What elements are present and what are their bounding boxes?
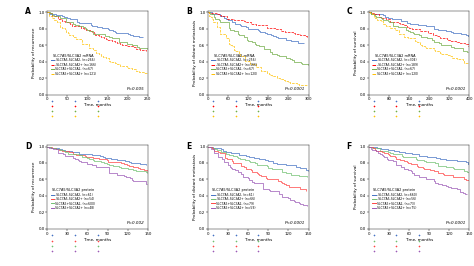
X-axis label: Time, months: Time, months bbox=[83, 238, 112, 242]
Legend: -SLC7A5-SLC3A2- (n=304), -SLC7A5-SLC3A2+ (n=189), SLC7A5+SLC3A2- (n=67), SLC7A5+: -SLC7A5-SLC3A2- (n=304), -SLC7A5-SLC3A2+… bbox=[372, 54, 418, 76]
Legend: -SLC7A5-SLC3A2- (n=660), -SLC7A5-SLC3A2+ (n=56), SLC7A5+SLC3A2- (n=73), SLC7A5+S: -SLC7A5-SLC3A2- (n=660), -SLC7A5-SLC3A2+… bbox=[372, 188, 417, 210]
X-axis label: Time, months: Time, months bbox=[405, 103, 433, 107]
Text: E: E bbox=[186, 142, 191, 151]
Text: F: F bbox=[346, 142, 352, 151]
Text: P=0.002: P=0.002 bbox=[127, 221, 145, 225]
X-axis label: Time, months: Time, months bbox=[244, 103, 273, 107]
Text: D: D bbox=[25, 142, 32, 151]
Y-axis label: Probability of survival: Probability of survival bbox=[354, 30, 358, 75]
Y-axis label: Probability of distant metastasis: Probability of distant metastasis bbox=[193, 19, 197, 86]
Y-axis label: Probability of distant metastasis: Probability of distant metastasis bbox=[193, 154, 197, 220]
Text: B: B bbox=[186, 7, 192, 16]
Y-axis label: Probability of survival: Probability of survival bbox=[354, 165, 358, 209]
Text: P<0.0001: P<0.0001 bbox=[446, 221, 466, 225]
Legend: -SLC7A5-SLC3A2- (n=266), -SLC7A5-SLC3A2+ (n=166), SLC7A5+SLC3A2- (n=67), SLC7A5+: -SLC7A5-SLC3A2- (n=266), -SLC7A5-SLC3A2+… bbox=[50, 54, 97, 76]
Text: C: C bbox=[346, 7, 352, 16]
Y-axis label: Probability of recurrence: Probability of recurrence bbox=[32, 162, 36, 212]
X-axis label: Time, months: Time, months bbox=[244, 238, 273, 242]
Text: P=0.005: P=0.005 bbox=[127, 87, 145, 91]
X-axis label: Time, months: Time, months bbox=[405, 238, 433, 242]
Legend: -SLC7A5-SLC3A2- (n=61), -SLC7A5-SLC3A2+ (n=54), SLC7A5+SLC3A2- (n=600), SLC7A5+S: -SLC7A5-SLC3A2- (n=61), -SLC7A5-SLC3A2+ … bbox=[50, 188, 96, 210]
Text: P<0.0001: P<0.0001 bbox=[285, 87, 306, 91]
Text: P<0.0001: P<0.0001 bbox=[285, 221, 306, 225]
Legend: -SLC7A5-SLC3A2- (n=256), -SLC7A5-SLC3A2+ (n=166), SLC7A5+SLC3A2- (n=67), SLC7A5+: -SLC7A5-SLC3A2- (n=256), -SLC7A5-SLC3A2+… bbox=[211, 54, 257, 76]
Text: P<0.0001: P<0.0001 bbox=[446, 87, 466, 91]
Legend: -SLC7A5-SLC3A2- (n=61), -SLC7A5-SLC3A2+ (n=66), SLC7A5+SLC3A2- (n=79), SLC7A5+SL: -SLC7A5-SLC3A2- (n=61), -SLC7A5-SLC3A2+ … bbox=[211, 188, 256, 210]
Y-axis label: Probability of recurrence: Probability of recurrence bbox=[32, 27, 36, 78]
X-axis label: Time, months: Time, months bbox=[83, 103, 112, 107]
Text: A: A bbox=[25, 7, 31, 16]
